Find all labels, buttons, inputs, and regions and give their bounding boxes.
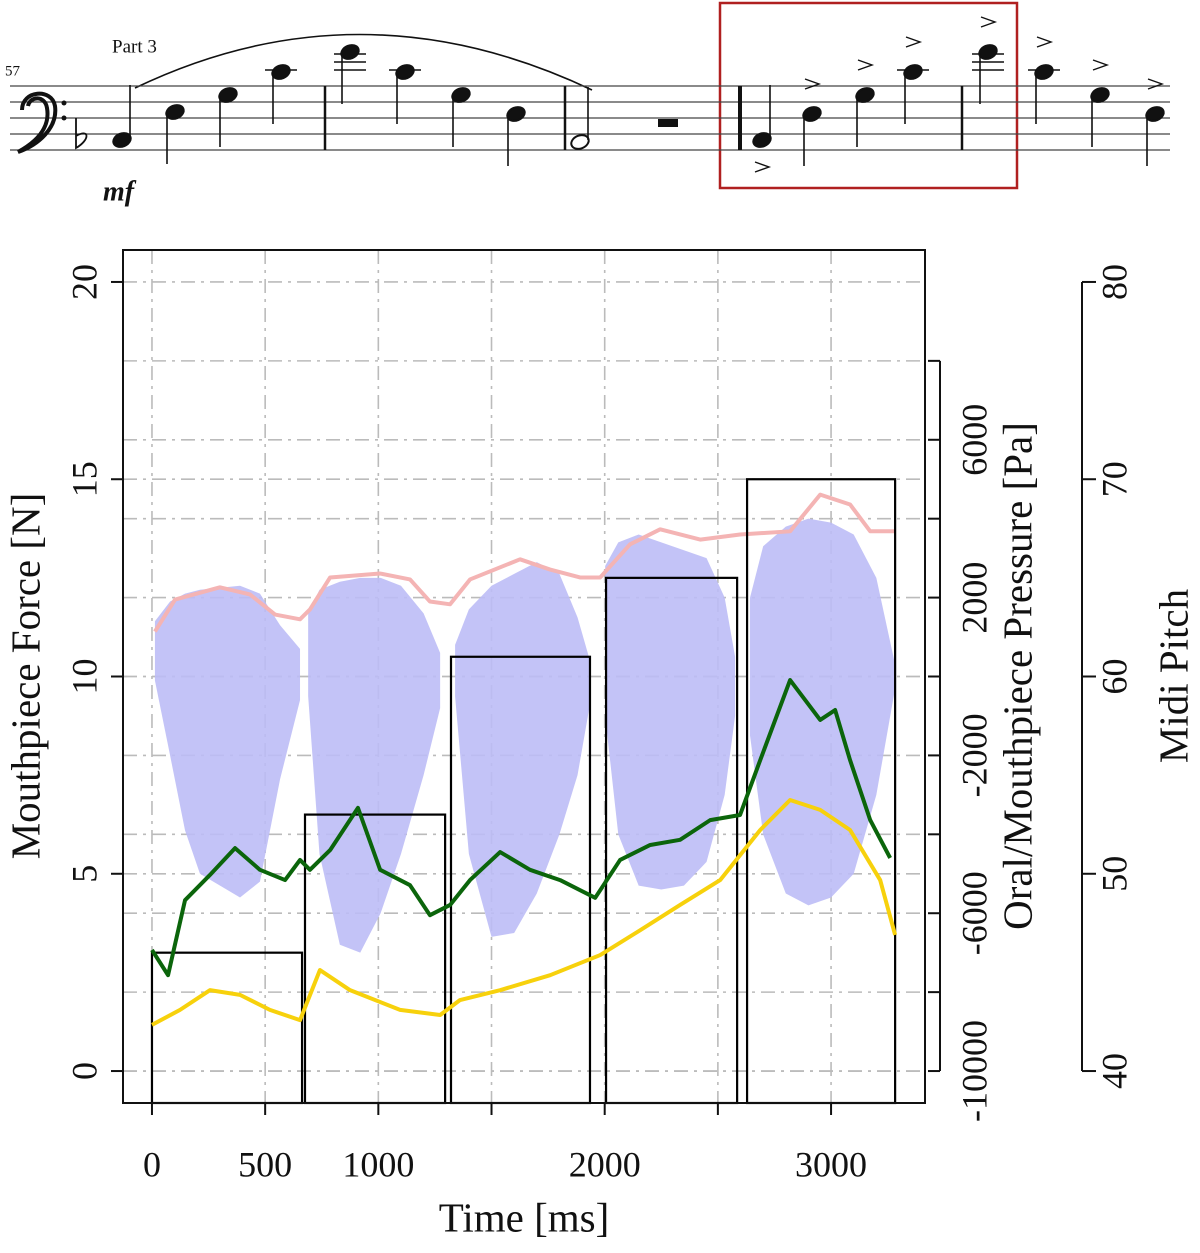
accent <box>1147 78 1165 90</box>
rest <box>658 119 678 127</box>
accent <box>754 161 772 173</box>
part-label: Part 3 <box>112 36 157 57</box>
score: 57 Part 3 mf <box>5 1 1170 207</box>
x-tick-label: 3000 <box>795 1144 867 1184</box>
measure-number: 57 <box>5 63 21 79</box>
pressure-band <box>154 518 896 953</box>
x-tick-label: 500 <box>238 1144 292 1184</box>
x-axis-title: Time [ms] <box>439 1194 610 1240</box>
flat <box>75 118 88 150</box>
accent <box>905 36 923 48</box>
series-line <box>150 678 892 978</box>
y2-tick-label: -10000 <box>954 1020 994 1122</box>
accent <box>857 59 875 71</box>
x-tick-label: 2000 <box>569 1144 641 1184</box>
y2-tick-label: -6000 <box>954 871 994 955</box>
midi-note <box>150 951 304 1105</box>
x-tick-label: 0 <box>143 1144 161 1184</box>
y3-tick-label: 70 <box>1094 461 1134 497</box>
dynamic: mf <box>103 176 137 207</box>
x-tick-label: 1000 <box>342 1144 414 1184</box>
accent <box>980 16 998 28</box>
clef-dot <box>61 115 67 121</box>
y3-tick-label: 60 <box>1094 659 1134 695</box>
y2-tick-label: -2000 <box>954 713 994 797</box>
plot: 0 500 1000 2000 3000 0 5 10 15 20 -10000 -6000 -2000… <box>2 249 1196 1240</box>
series-line <box>151 797 898 1027</box>
slur <box>134 33 593 91</box>
series-line <box>153 492 896 633</box>
y-tick-label: 5 <box>64 865 104 883</box>
y3-tick-label: 50 <box>1094 856 1134 892</box>
y-axis-title: Mouthpiece Force [N] <box>2 493 48 860</box>
y2-tick-label: 2000 <box>954 562 994 634</box>
y-tick-label: 15 <box>64 461 104 497</box>
y3-axis-title: Midi Pitch <box>1150 589 1196 763</box>
accent <box>804 78 822 90</box>
y3-tick-label: 80 <box>1094 264 1134 300</box>
y2-tick-label: 6000 <box>954 404 994 476</box>
y2-axis-title: Oral/Mouthpiece Pressure [Pa] <box>994 422 1040 930</box>
y-tick-label: 10 <box>64 659 104 695</box>
highlight-box <box>718 1 1019 190</box>
y-tick-label: 20 <box>64 264 104 300</box>
y-tick-label: 0 <box>64 1062 104 1080</box>
accent <box>1092 59 1110 71</box>
clef-dot <box>61 100 67 106</box>
y3-tick-label: 40 <box>1094 1053 1134 1089</box>
bass-clef <box>17 91 58 154</box>
accent <box>1036 36 1054 48</box>
